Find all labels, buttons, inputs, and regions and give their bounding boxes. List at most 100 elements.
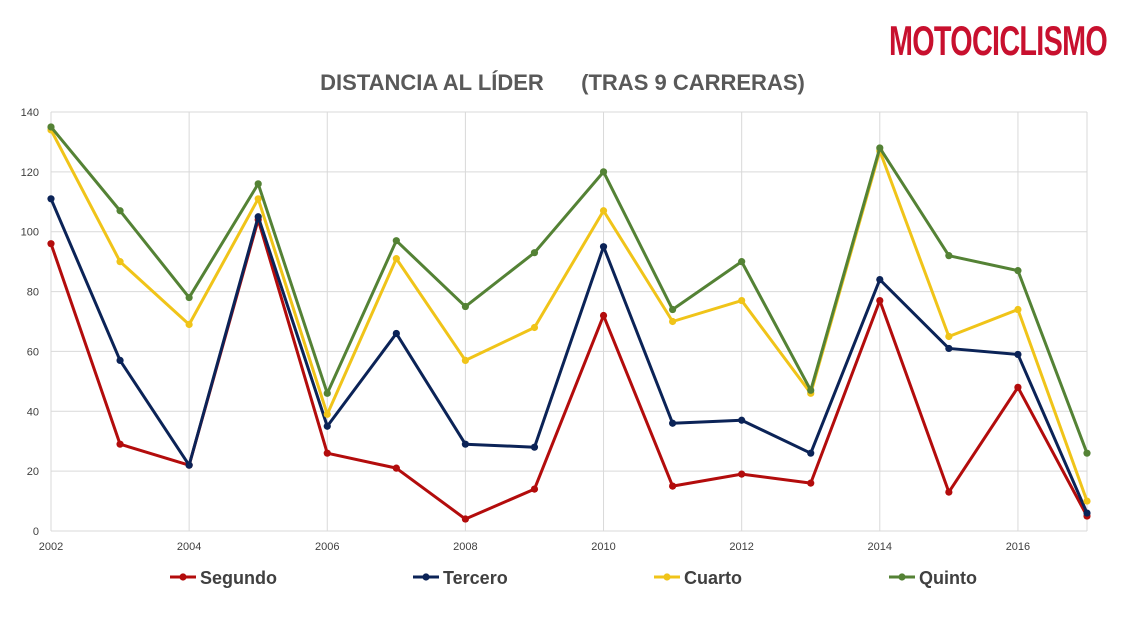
data-point (530, 443, 539, 451)
data-point (254, 180, 262, 188)
data-point (116, 258, 124, 266)
data-point (669, 305, 677, 314)
data-point (876, 276, 884, 284)
data-point (461, 302, 469, 311)
legend-label: Quinto (919, 568, 977, 588)
data-point (323, 422, 331, 430)
legend-swatch-marker (898, 573, 906, 581)
legend-swatch-marker (422, 573, 430, 581)
data-point (738, 296, 746, 305)
data-point (876, 296, 884, 305)
data-point (254, 213, 262, 221)
legend-item-tercero: Tercero (413, 568, 508, 588)
legend-label: Cuarto (684, 568, 742, 588)
data-point (669, 419, 677, 427)
y-tick-label: 20 (27, 466, 39, 478)
x-tick-label: 2010 (591, 541, 615, 553)
data-point (738, 258, 746, 266)
legend-swatch-marker (663, 573, 671, 581)
data-point (392, 464, 400, 472)
y-tick-label: 140 (21, 107, 39, 119)
legend-item-cuarto: Cuarto (654, 568, 742, 588)
data-point (738, 470, 746, 478)
data-point (461, 440, 469, 448)
data-point (1083, 449, 1091, 457)
grid (50, 111, 1088, 532)
data-point (392, 255, 400, 263)
legend-item-segundo: Segundo (170, 568, 277, 588)
data-point (669, 317, 677, 326)
y-tick-label: 40 (27, 406, 39, 418)
series-quinto (47, 123, 1091, 457)
chart-subtitle: (TRAS 9 CARRERAS) (581, 70, 805, 95)
data-point (254, 195, 262, 203)
data-point (461, 515, 469, 523)
y-tick-label: 0 (33, 526, 39, 538)
y-tick-label: 120 (21, 167, 39, 179)
data-point (599, 243, 608, 251)
x-tick-label: 2004 (177, 541, 201, 553)
data-point (945, 332, 953, 341)
legend-label: Tercero (443, 568, 508, 588)
data-point (530, 485, 539, 493)
data-point (599, 168, 608, 176)
data-point (323, 389, 331, 397)
data-point (185, 293, 193, 302)
data-point (530, 249, 539, 257)
y-tick-label: 100 (21, 227, 39, 239)
series-line (49, 126, 1089, 454)
data-point (1014, 383, 1022, 391)
x-tick-label: 2016 (1006, 541, 1030, 553)
series-tercero (47, 195, 1091, 517)
series-cuarto (47, 126, 1091, 505)
data-point (116, 440, 124, 448)
y-tick-label: 60 (27, 346, 39, 358)
x-tick-label: 2006 (315, 541, 339, 553)
data-point (392, 329, 400, 338)
data-point (945, 344, 953, 353)
data-point (47, 195, 55, 203)
data-point (185, 320, 193, 329)
legend-label: Segundo (200, 568, 277, 588)
legend: Segundo Tercero Cuarto Quinto (170, 568, 977, 588)
chart-title: DISTANCIA AL LÍDER (320, 70, 544, 95)
series-group (47, 123, 1091, 523)
data-point (599, 311, 608, 320)
data-point (1083, 497, 1091, 505)
data-point (461, 356, 469, 365)
data-point (945, 252, 953, 260)
data-point (876, 144, 884, 152)
data-point (323, 410, 331, 418)
series-line (49, 218, 1089, 521)
data-point (47, 240, 55, 248)
x-tick-label: 2014 (868, 541, 892, 553)
data-point (945, 488, 953, 496)
data-point (116, 356, 124, 365)
x-tick-label: 2012 (729, 541, 753, 553)
x-tick-label: 2008 (453, 541, 477, 553)
data-point (116, 207, 124, 215)
data-point (1014, 350, 1022, 359)
data-point (392, 237, 400, 245)
data-point (1014, 267, 1022, 275)
data-point (669, 482, 677, 490)
legend-item-quinto: Quinto (889, 568, 977, 588)
data-point (323, 449, 331, 457)
data-point (738, 416, 746, 424)
data-point (807, 449, 815, 457)
y-tick-label: 80 (27, 287, 39, 299)
data-point (807, 479, 815, 487)
data-point (1083, 509, 1091, 517)
logo-text: MOTOCICLISMO (889, 17, 1107, 64)
data-point (185, 461, 193, 469)
axes: 0 20 40 60 80 100 120 140 2002 2004 2006 2008 2010 20… (21, 107, 1031, 553)
series-segundo (47, 216, 1091, 523)
data-point (47, 123, 55, 131)
data-point (1014, 305, 1022, 314)
data-point (807, 386, 815, 394)
legend-swatch-marker (179, 573, 187, 581)
data-point (530, 323, 539, 332)
series-line (49, 198, 1089, 514)
data-point (599, 207, 608, 215)
